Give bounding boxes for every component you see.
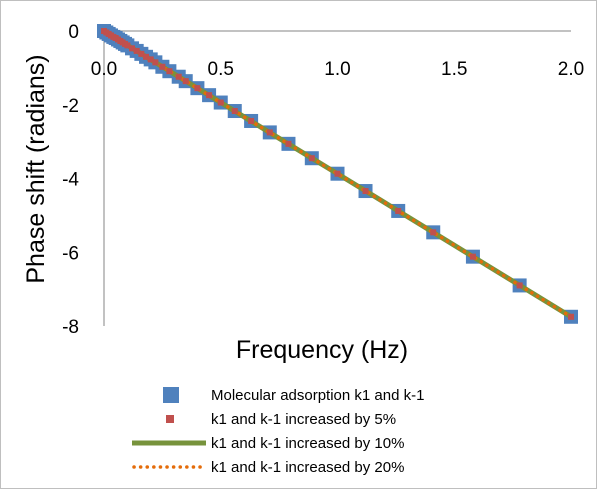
red-square-marker (129, 45, 136, 52)
red-square-marker (166, 68, 173, 75)
red-square-marker (124, 42, 131, 49)
x-tick-label: 1.5 (441, 59, 467, 80)
red-square-marker (395, 207, 402, 214)
legend-entry-increased-20: k1 and k-1 increased by 20% (132, 459, 404, 476)
axes (103, 30, 571, 326)
red-square-marker (175, 73, 182, 80)
red-square-marker (152, 59, 159, 66)
legend-label-increased-10: k1 and k-1 increased by 10% (211, 435, 404, 452)
x-axis-title: Frequency (Hz) (236, 336, 408, 364)
red-square-marker (430, 229, 437, 236)
red-square-marker (266, 129, 273, 136)
red-square-marker (231, 108, 238, 115)
red-square-marker (147, 56, 154, 63)
y-tick-label: -4 (62, 170, 79, 191)
y-tick-label: -8 (62, 317, 79, 338)
red-square-marker (138, 50, 145, 57)
red-square-marker (568, 313, 574, 320)
x-tick-label: 1.0 (324, 59, 350, 80)
x-tick-label: 0.0 (91, 59, 117, 80)
y-tick-label: -2 (62, 96, 79, 117)
legend-entry-increased-5: k1 and k-1 increased by 5% (166, 411, 396, 428)
red-square-marker (516, 282, 523, 289)
legend-label-increased-5: k1 and k-1 increased by 5% (211, 411, 396, 428)
legend-label-molecular-adsorption: Molecular adsorption k1 and k-1 (211, 387, 424, 404)
red-square-marker (182, 78, 189, 85)
y-axis-title: Phase shift (radians) (22, 54, 50, 283)
red-square-marker (469, 253, 476, 260)
y-tick-label: 0 (68, 22, 79, 43)
tick-labels: 0.0 0.5 1.0 1.5 2.0 0 -2 -4 -6 -8 (62, 22, 584, 338)
red-square-marker (362, 188, 369, 195)
red-square-marker (159, 63, 166, 70)
legend-label-increased-20: k1 and k-1 increased by 20% (211, 459, 404, 476)
red-square-marker (206, 92, 213, 99)
legend-entry-molecular-adsorption: Molecular adsorption k1 and k-1 (163, 387, 424, 404)
red-square-marker (285, 140, 292, 147)
x-tick-label: 0.5 (208, 59, 234, 80)
legend-marker-blue-square (163, 387, 179, 403)
y-tick-label: -6 (62, 243, 79, 264)
series-layer (97, 24, 578, 324)
red-square-marker (133, 47, 140, 54)
x-tick-label: 2.0 (558, 59, 584, 80)
orange-series-dotted-line (102, 29, 573, 319)
red-square-marker (194, 85, 201, 92)
red-square-marker (248, 117, 255, 124)
legend-entry-increased-10: k1 and k-1 increased by 10% (132, 435, 404, 452)
red-square-marker (217, 99, 224, 106)
legend-marker-red-square (166, 415, 174, 423)
red-square-marker (143, 53, 150, 60)
legend: Molecular adsorption k1 and k-1 k1 and k… (132, 387, 424, 476)
red-square-marker (308, 155, 315, 162)
red-square-marker (334, 170, 341, 177)
